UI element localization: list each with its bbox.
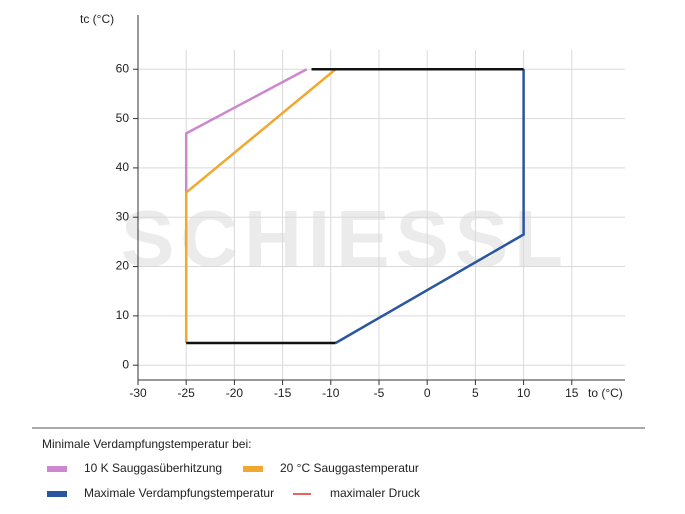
legend-label: maximaler Druck — [330, 486, 421, 500]
x-tick-label: 15 — [565, 386, 579, 400]
x-tick-label: -15 — [274, 386, 292, 400]
series-line — [184, 68, 308, 193]
y-tick-label: 50 — [116, 111, 130, 125]
x-tick-label: 0 — [424, 386, 431, 400]
y-tick-label: 0 — [122, 357, 129, 371]
x-tick-label: 5 — [472, 386, 479, 400]
x-tick-label: -5 — [374, 386, 385, 400]
y-tick-label: 30 — [116, 209, 130, 223]
x-tick-label: -30 — [129, 386, 147, 400]
legend-label: 10 K Sauggasüberhitzung — [84, 461, 222, 475]
series-line — [184, 68, 337, 344]
legend-title: Minimale Verdampfungstemperatur bei: — [42, 437, 251, 451]
x-tick-label: -10 — [322, 386, 340, 400]
x-tick-label: -25 — [178, 386, 196, 400]
legend-label: Maximale Verdampfungstemperatur — [84, 486, 274, 500]
x-tick-label: -20 — [226, 386, 244, 400]
legend-label: 20 °C Sauggastemperatur — [280, 461, 419, 475]
y-axis-label: tc (°C) — [80, 12, 114, 26]
x-tick-label: 10 — [517, 386, 531, 400]
x-axis-label: to (°C) — [588, 386, 623, 400]
y-tick-label: 40 — [116, 160, 130, 174]
y-tick-label: 20 — [116, 259, 130, 273]
series-line — [186, 68, 524, 345]
y-tick-label: 10 — [116, 308, 130, 322]
series-line — [334, 69, 525, 345]
y-tick-label: 60 — [116, 61, 130, 75]
watermark: SCHIESSL — [121, 194, 569, 283]
